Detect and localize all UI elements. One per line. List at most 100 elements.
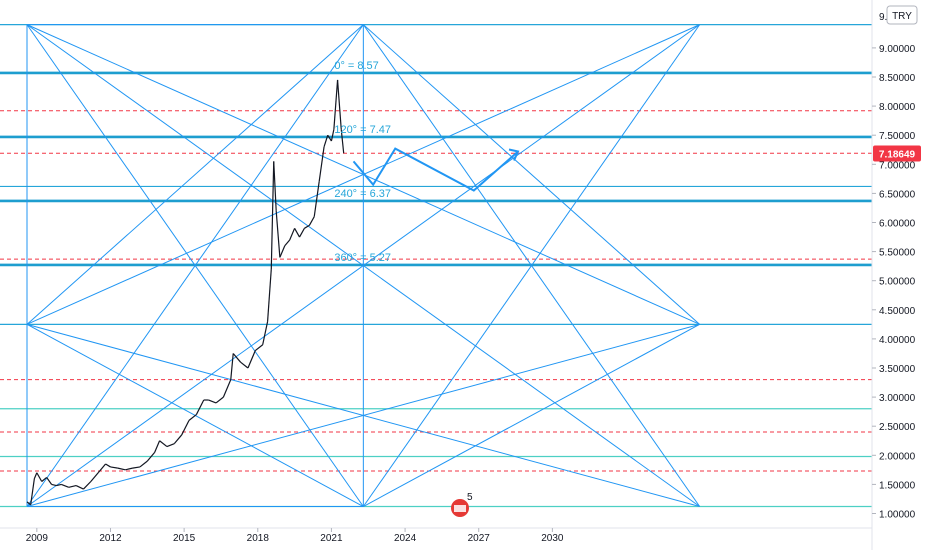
projection-path	[352, 147, 520, 192]
flag-badge-stripes-icon	[454, 505, 466, 512]
price-segment	[298, 228, 305, 238]
price-segment	[30, 478, 35, 505]
price-segment	[154, 440, 161, 453]
price-segment	[33, 472, 38, 479]
price-segment	[294, 228, 301, 238]
price-segment	[230, 353, 234, 380]
price-segment	[318, 146, 325, 182]
price-segment	[240, 361, 249, 369]
currency-box-frame[interactable]	[886, 5, 918, 25]
price-segment	[110, 466, 118, 469]
angle-label: 0° = 8.57	[334, 60, 378, 72]
price-segment	[336, 79, 342, 130]
price-segment	[51, 483, 57, 487]
price-segment	[195, 399, 205, 415]
angle-label: 240° = 6.37	[334, 188, 391, 200]
square-diagonal	[26, 24, 364, 325]
y-tick-label: 2.50000	[879, 422, 916, 433]
x-tick-label: 2030	[541, 533, 564, 544]
plot-area[interactable]: 0° = 8.57 120° = 7.47 240° = 6.37 360° = 5.…	[0, 24, 872, 508]
price-segment	[323, 135, 329, 148]
y-tick-label: 8.50000	[879, 73, 916, 84]
x-axis[interactable]: 2009 2012 2015 2018 2021 2024 2027 2030	[26, 528, 564, 544]
last-price-tag: 7.18649	[873, 145, 921, 162]
price-segment	[270, 161, 275, 270]
price-segment	[247, 350, 256, 369]
price-segment	[222, 379, 232, 398]
currency-label: TRY	[892, 11, 912, 22]
square-diagonal	[26, 24, 700, 507]
price-series	[26, 79, 345, 506]
currency-selector[interactable]: TRY	[886, 5, 918, 25]
price-segment	[313, 181, 320, 217]
y-tick-label: 8.00000	[879, 102, 916, 113]
y-axis[interactable]: 1.00000 1.50000 2.00000 2.50000 3.00000 3.500…	[872, 12, 916, 521]
square-diagonal	[26, 24, 364, 507]
price-segment	[284, 239, 291, 247]
price-segment	[279, 245, 286, 258]
price-segment	[36, 472, 43, 482]
x-tick-label: 2012	[99, 533, 122, 544]
price-segment	[132, 466, 141, 469]
y-tick-label: 6.00000	[879, 219, 916, 230]
price-segment	[273, 161, 277, 211]
y-tick-label: 5.00000	[879, 277, 916, 288]
x-tick-label: 2009	[26, 533, 49, 544]
price-segment	[83, 481, 92, 490]
price-segment	[275, 210, 281, 258]
last-price-tag-box	[873, 145, 921, 162]
x-tick-label: 2015	[173, 533, 196, 544]
x-tick-label: 2024	[394, 533, 417, 544]
square-diagonal	[26, 323, 700, 507]
last-price-value: 7.18649	[879, 149, 916, 160]
projection-line	[352, 147, 519, 192]
x-tick-label: 2027	[468, 533, 491, 544]
price-segment	[41, 476, 48, 482]
price-segment	[208, 399, 217, 404]
square-diagonal	[363, 323, 700, 507]
price-segment	[289, 228, 296, 241]
price-segment	[146, 452, 156, 462]
price-segment	[188, 414, 197, 421]
y-tick-label: 7.50000	[879, 131, 916, 142]
price-segment	[304, 224, 310, 229]
square-diagonal	[362, 24, 701, 507]
price-segment	[56, 483, 62, 487]
event-badge[interactable]: 5	[451, 492, 473, 517]
x-tick-label: 2021	[320, 533, 343, 544]
y-tick-label: 1.50000	[879, 480, 916, 491]
price-segment	[46, 477, 53, 485]
y-tick-label: 3.00000	[879, 393, 916, 404]
price-segment	[105, 463, 111, 468]
gann-square	[26, 24, 701, 508]
angle-label: 120° = 7.47	[334, 124, 391, 136]
price-segment	[340, 129, 345, 154]
y-top-label: 9.	[879, 12, 887, 23]
price-segment	[215, 396, 224, 404]
price-segment	[61, 483, 69, 488]
y-tick-label: 9.00000	[879, 44, 916, 55]
price-segment	[90, 472, 99, 482]
y-tick-label: 7.00000	[879, 160, 916, 171]
price-segment	[166, 443, 175, 448]
price-segment	[308, 216, 315, 226]
projection-arrowhead	[508, 148, 520, 161]
price-segment	[26, 501, 32, 506]
y-tick-label: 1.00000	[879, 510, 916, 521]
price-segment	[262, 321, 269, 345]
price-segment	[159, 440, 168, 448]
price-segment	[330, 129, 335, 142]
badge-count: 5	[467, 492, 473, 503]
price-segment	[75, 485, 84, 490]
y-tick-label: 5.50000	[879, 248, 916, 259]
price-segment	[327, 134, 332, 142]
angle-label: 360° = 5.27	[334, 252, 391, 264]
price-segment	[117, 467, 126, 471]
price-segment	[254, 344, 264, 352]
price-segment	[68, 484, 77, 488]
square-diagonal	[363, 24, 701, 325]
y-tick-label: 6.50000	[879, 189, 916, 200]
price-segment	[97, 463, 107, 474]
